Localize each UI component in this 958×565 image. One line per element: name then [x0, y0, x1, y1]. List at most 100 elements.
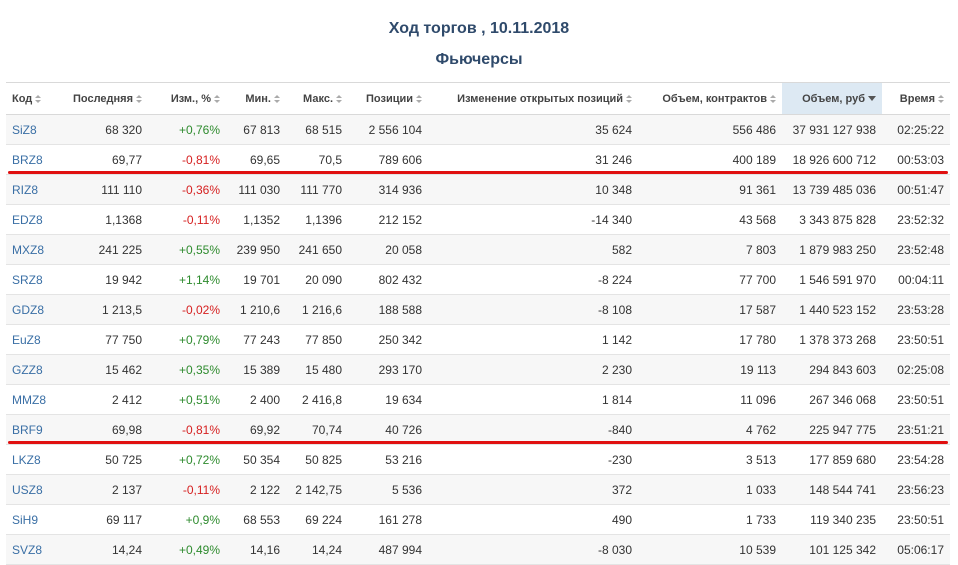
sort-icon: [136, 94, 142, 103]
cell-code[interactable]: SiZ8: [6, 114, 58, 145]
cell-change: -0,11%: [148, 204, 226, 235]
cell-min: 2 122: [226, 474, 286, 505]
cell-code[interactable]: BRF9: [6, 414, 58, 445]
cell-oi-change: -8 108: [428, 294, 638, 325]
cell-volume-rub: 148 544 741: [782, 474, 882, 505]
futures-table: Код Последняя Изм., % Мин. Макс. Позиции…: [6, 82, 950, 565]
cell-change: +0,55%: [148, 234, 226, 265]
cell-oi-change: 582: [428, 234, 638, 265]
column-header-volume-contracts[interactable]: Объем, контрактов: [638, 82, 782, 115]
cell-positions: 212 152: [348, 204, 428, 235]
cell-last: 77 750: [58, 324, 148, 355]
table-row: EuZ8 77 750 +0,79% 77 243 77 850 250 342 1 142…: [6, 324, 950, 355]
cell-volume-contracts: 1 733: [638, 504, 782, 535]
cell-code[interactable]: SVZ8: [6, 534, 58, 565]
cell-volume-rub: 1 440 523 152: [782, 294, 882, 325]
cell-min: 2 400: [226, 384, 286, 415]
table-row: BRF9 69,98 -0,81% 69,92 70,74 40 726 -840 4 762…: [6, 414, 950, 445]
cell-last: 2 137: [58, 474, 148, 505]
table-row: SRZ8 19 942 +1,14% 19 701 20 090 802 432 -8 22…: [6, 264, 950, 295]
cell-code[interactable]: EuZ8: [6, 324, 58, 355]
cell-volume-contracts: 77 700: [638, 264, 782, 295]
cell-max: 70,5: [286, 144, 348, 175]
table-row: GDZ8 1 213,5 -0,02% 1 210,6 1 216,6 188 588 -8…: [6, 294, 950, 325]
cell-volume-rub: 1 879 983 250: [782, 234, 882, 265]
cell-oi-change: 31 246: [428, 144, 638, 175]
sort-icon: [938, 94, 944, 103]
column-header-change[interactable]: Изм., %: [148, 82, 226, 115]
cell-code[interactable]: SiH9: [6, 504, 58, 535]
cell-code[interactable]: EDZ8: [6, 204, 58, 235]
column-header-last[interactable]: Последняя: [58, 82, 148, 115]
table-row: MMZ8 2 412 +0,51% 2 400 2 416,8 19 634 1 814 11…: [6, 384, 950, 415]
cell-last: 69,77: [58, 144, 148, 175]
cell-positions: 789 606: [348, 144, 428, 175]
cell-max: 70,74: [286, 414, 348, 445]
cell-code[interactable]: MMZ8: [6, 384, 58, 415]
column-header-volume-rub[interactable]: Объем, руб: [782, 82, 882, 115]
table-row: SiH9 69 117 +0,9% 68 553 69 224 161 278 490 1 7…: [6, 504, 950, 535]
cell-min: 14,16: [226, 534, 286, 565]
cell-time: 23:56:23: [882, 474, 950, 505]
column-header-time[interactable]: Время: [882, 82, 950, 115]
cell-code[interactable]: BRZ8: [6, 144, 58, 175]
table-row: EDZ8 1,1368 -0,11% 1,1352 1,1396 212 152 -14 3…: [6, 204, 950, 235]
cell-max: 14,24: [286, 534, 348, 565]
cell-volume-contracts: 19 113: [638, 354, 782, 385]
cell-last: 69,98: [58, 414, 148, 445]
cell-oi-change: 372: [428, 474, 638, 505]
column-header-min[interactable]: Мин.: [226, 82, 286, 115]
cell-time: 00:51:47: [882, 174, 950, 205]
cell-oi-change: -14 340: [428, 204, 638, 235]
cell-positions: 487 994: [348, 534, 428, 565]
cell-min: 67 813: [226, 114, 286, 145]
cell-last: 69 117: [58, 504, 148, 535]
cell-oi-change: 1 814: [428, 384, 638, 415]
column-header-positions[interactable]: Позиции: [348, 82, 428, 115]
cell-time: 00:53:03: [882, 144, 950, 175]
cell-change: +1,14%: [148, 264, 226, 295]
cell-positions: 2 556 104: [348, 114, 428, 145]
cell-time: 23:50:51: [882, 384, 950, 415]
cell-last: 1,1368: [58, 204, 148, 235]
cell-volume-contracts: 556 486: [638, 114, 782, 145]
column-header-code[interactable]: Код: [6, 82, 58, 115]
cell-change: +0,76%: [148, 114, 226, 145]
cell-volume-rub: 294 843 603: [782, 354, 882, 385]
cell-min: 239 950: [226, 234, 286, 265]
cell-min: 68 553: [226, 504, 286, 535]
cell-volume-contracts: 11 096: [638, 384, 782, 415]
cell-code[interactable]: USZ8: [6, 474, 58, 505]
cell-change: +0,79%: [148, 324, 226, 355]
cell-change: -0,36%: [148, 174, 226, 205]
column-header-max[interactable]: Макс.: [286, 82, 348, 115]
cell-code[interactable]: SRZ8: [6, 264, 58, 295]
cell-max: 77 850: [286, 324, 348, 355]
cell-volume-contracts: 1 033: [638, 474, 782, 505]
sort-icon: [416, 94, 422, 103]
cell-volume-rub: 267 346 068: [782, 384, 882, 415]
cell-code[interactable]: GDZ8: [6, 294, 58, 325]
highlight-underline: [8, 441, 948, 444]
page-title: Ход торгов , 10.11.2018: [388, 20, 570, 37]
cell-change: +0,51%: [148, 384, 226, 415]
table-header-row: Код Последняя Изм., % Мин. Макс. Позиции…: [6, 82, 950, 115]
column-header-oi-change[interactable]: Изменение открытых позиций: [428, 82, 638, 115]
cell-volume-contracts: 400 189: [638, 144, 782, 175]
cell-oi-change: -840: [428, 414, 638, 445]
cell-oi-change: 35 624: [428, 114, 638, 145]
cell-min: 69,92: [226, 414, 286, 445]
cell-positions: 250 342: [348, 324, 428, 355]
cell-volume-contracts: 43 568: [638, 204, 782, 235]
cell-code[interactable]: RIZ8: [6, 174, 58, 205]
sort-icon: [35, 94, 42, 103]
cell-time: 02:25:22: [882, 114, 950, 145]
cell-volume-contracts: 4 762: [638, 414, 782, 445]
cell-code[interactable]: MXZ8: [6, 234, 58, 265]
cell-volume-rub: 3 343 875 828: [782, 204, 882, 235]
cell-oi-change: 490: [428, 504, 638, 535]
cell-code[interactable]: LKZ8: [6, 444, 58, 475]
cell-volume-rub: 18 926 600 712: [782, 144, 882, 175]
table-row: MXZ8 241 225 +0,55% 239 950 241 650 20 058 582…: [6, 234, 950, 265]
cell-code[interactable]: GZZ8: [6, 354, 58, 385]
